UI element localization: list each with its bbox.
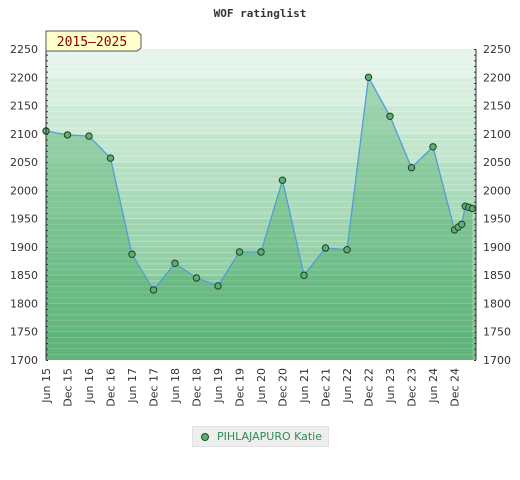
y-tick-label-right: 2100 [483,128,511,141]
data-point [278,176,287,184]
rating-band [46,162,476,191]
data-point [458,220,466,229]
x-tick-label: Dec 18 [191,368,204,407]
x-tick-label: Jun 18 [169,368,182,404]
data-point [128,250,136,259]
x-tick-label: Dec 22 [363,368,376,407]
x-tick-label: Jun 20 [255,368,268,404]
period-badge-text: 2015–2025 [57,35,127,50]
x-tick-label: Dec 23 [406,368,419,407]
x-tick-label: Jun 24 [427,368,440,404]
legend-marker-icon [201,433,209,441]
x-tick-label: Dec 16 [105,368,118,407]
y-tick-label-left: 2100 [10,128,38,141]
legend: PIHLAJAPURO Katie [192,426,329,447]
x-tick-label: Dec 21 [320,368,333,407]
rating-band [46,275,476,304]
data-point [343,246,351,254]
data-point [468,204,477,213]
y-tick-label-left: 1850 [10,269,38,282]
rating-band [46,105,476,134]
rating-band [46,331,476,360]
grid-lines [46,54,476,355]
x-tick-label: Dec 15 [62,368,75,407]
y-tick-label-left: 1700 [10,354,38,367]
data-point [300,271,308,279]
x-tick-label: Dec 20 [277,368,290,407]
y-tick-label-right: 1850 [483,269,511,282]
rating-band [46,49,476,78]
rating-band [46,190,476,219]
rating-band [46,218,476,247]
data-point [429,143,437,151]
y-tick-label-right: 2000 [483,184,511,197]
y-tick-label-right: 2200 [483,71,511,84]
x-tick-label: Jun 16 [83,368,96,404]
y-tick-label-right: 1800 [483,297,511,310]
x-tick-label: Jun 17 [126,368,139,404]
x-tick-label: Dec 19 [234,368,247,407]
x-tick-label: Dec 17 [148,368,161,407]
y-tick-label-right: 2250 [483,43,511,56]
background-bands [46,49,476,360]
x-tick-label: Jun 23 [384,368,397,404]
data-point [407,164,416,172]
y-tick-label-left: 2200 [10,71,38,84]
y-tick-label-right: 2050 [483,156,511,169]
y-tick-label-left: 1900 [10,241,38,254]
y-tick-label-right: 1900 [483,241,511,254]
data-point [235,248,244,256]
y-tick-label-left: 1800 [10,297,38,310]
y-tick-label-left: 2000 [10,184,38,197]
data-point [257,248,265,256]
y-tick-label-right: 1750 [483,326,511,339]
data-point [214,282,222,290]
x-tick-label: Jun 21 [298,368,311,404]
y-tick-label-left: 1750 [10,326,38,339]
y-tick-label-left: 2250 [10,43,38,56]
y-tick-label-right: 2150 [483,100,511,113]
axes [45,49,477,361]
x-tick-label: Jun 15 [40,368,53,404]
data-point [63,131,72,139]
x-tick-labels: Jun 15 Dec 15 Jun 16 Dec 16 Jun 17 Dec 17 Jun … [40,368,462,407]
y-tick-label-right: 1950 [483,213,511,226]
x-tick-label: Jun 19 [212,368,225,404]
data-point [364,73,373,82]
rating-band [46,303,476,332]
data-point [321,244,330,252]
data-point [106,154,115,162]
x-tick-label: Dec 24 [449,368,462,407]
y-tick-label-left: 1950 [10,213,38,226]
y-tick-label-right: 1700 [483,354,511,367]
y-tick-label-left: 2050 [10,156,38,169]
y-tick-labels: 1700 1700 1750 1750 1800 1800 1850 1850 1900 1900… [10,43,511,367]
x-tick-label: Jun 22 [341,368,354,404]
data-point [149,286,158,294]
rating-band [46,133,476,163]
data-point [171,259,179,267]
data-point [192,274,201,282]
y-tick-label-left: 2150 [10,100,38,113]
chart-title: WOF ratinglist [214,7,307,20]
data-point [386,112,394,121]
legend-label: PIHLAJAPURO Katie [217,430,323,443]
rating-band [46,77,476,106]
period-badge: 2015–2025 [45,30,142,52]
data-point [85,132,93,140]
series-area [42,73,477,361]
